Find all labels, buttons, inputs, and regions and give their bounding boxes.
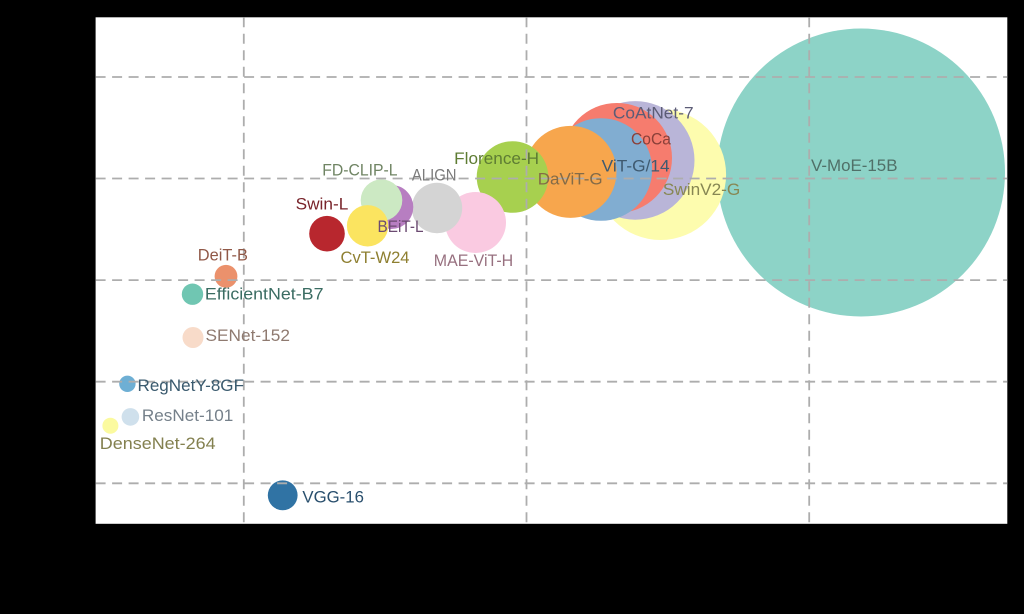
svg-text:FD-CLIP-L: FD-CLIP-L — [322, 160, 397, 179]
svg-text:VGG-16: VGG-16 — [302, 487, 364, 506]
svg-text:ResNet-101: ResNet-101 — [142, 406, 233, 425]
svg-text:MAE-ViT-H: MAE-ViT-H — [434, 251, 513, 270]
svg-text:DeiT-B: DeiT-B — [198, 245, 248, 264]
svg-text:EfficientNet-B7: EfficientNet-B7 — [205, 284, 324, 303]
svg-text:RegNetY-8GF: RegNetY-8GF — [138, 376, 245, 395]
svg-text:DenseNet-264: DenseNet-264 — [100, 434, 216, 453]
svg-text:DaViT-G: DaViT-G — [538, 169, 603, 188]
svg-text:SENet-152: SENet-152 — [206, 326, 291, 345]
svg-text:Florence-H: Florence-H — [454, 149, 539, 168]
svg-text:SwinV2-G: SwinV2-G — [663, 180, 740, 199]
svg-text:ALIGN: ALIGN — [412, 166, 457, 185]
svg-text:BEiT-L: BEiT-L — [378, 217, 424, 236]
svg-text:Swin-L: Swin-L — [296, 195, 349, 214]
svg-text:CoCa: CoCa — [631, 130, 671, 149]
svg-text:ViT-G/14: ViT-G/14 — [602, 157, 670, 176]
svg-text:V-MoE-15B: V-MoE-15B — [811, 156, 898, 175]
svg-text:CoAtNet-7: CoAtNet-7 — [613, 103, 694, 122]
svg-text:CvT-W24: CvT-W24 — [341, 248, 410, 267]
